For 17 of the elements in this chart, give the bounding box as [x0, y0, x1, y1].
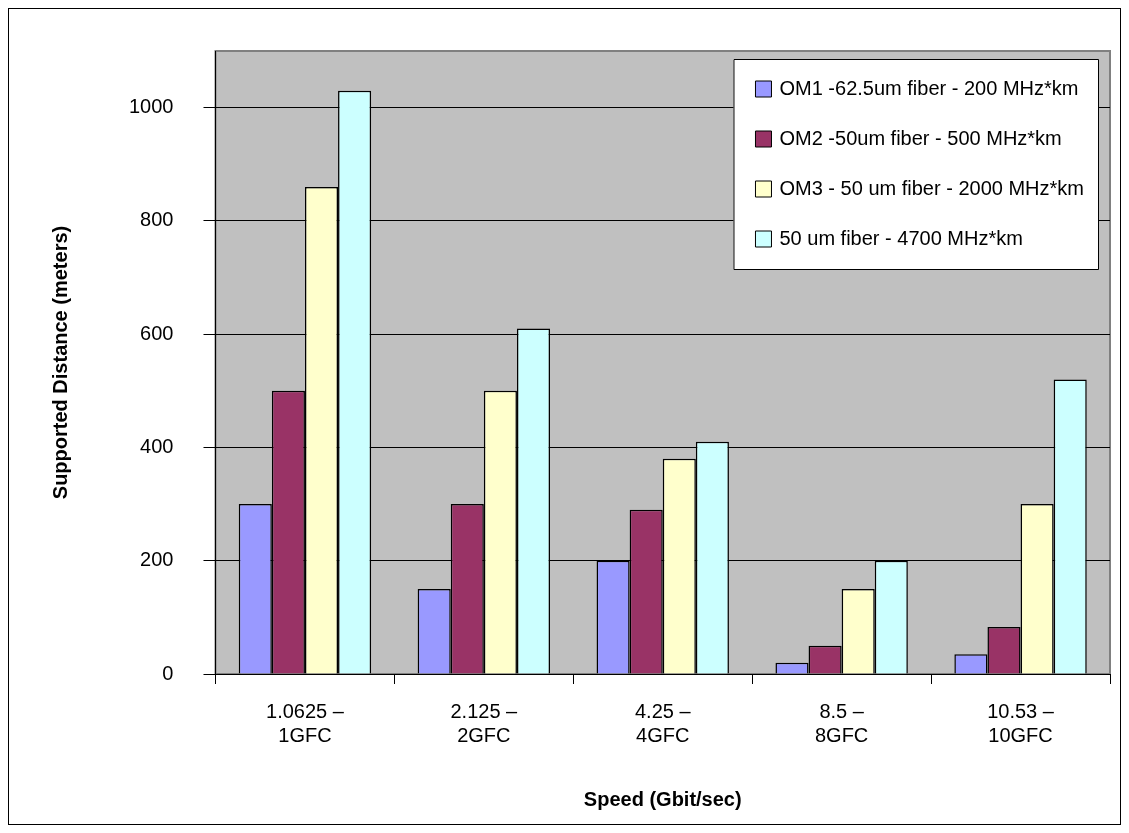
y-tick-label: 200	[140, 548, 174, 571]
y-tick-label: 1000	[128, 95, 174, 118]
legend-label: 50 um fiber - 4700 MHz*km	[779, 226, 1023, 249]
x-axis-title: Speed (Gbit/sec)	[583, 787, 742, 810]
y-tick-label: 400	[140, 434, 174, 457]
x-tick-label: 2.125 – 2GFC	[450, 699, 519, 746]
y-tick-label: 0	[162, 661, 174, 684]
legend-label: OM3 - 50 um fiber - 2000 MHz*km	[779, 176, 1084, 199]
y-tick-label: 600	[140, 321, 174, 344]
x-tick-label: 10.53 – 10GFC	[987, 699, 1055, 746]
y-tick-label: 800	[140, 208, 174, 231]
legend-label: OM2 -50um fiber - 500 MHz*km	[779, 126, 1062, 149]
y-axis-title: Supported Distance (meters)	[48, 225, 71, 500]
legend-label: OM1 -62.5um fiber - 200 MHz*km	[779, 76, 1079, 99]
x-tick-label: 1.0625 – 1GFC	[266, 699, 345, 746]
x-tick-label: 4.25 – 4GFC	[634, 699, 692, 746]
x-tick-label: 8.5 – 8GFC	[814, 699, 869, 746]
